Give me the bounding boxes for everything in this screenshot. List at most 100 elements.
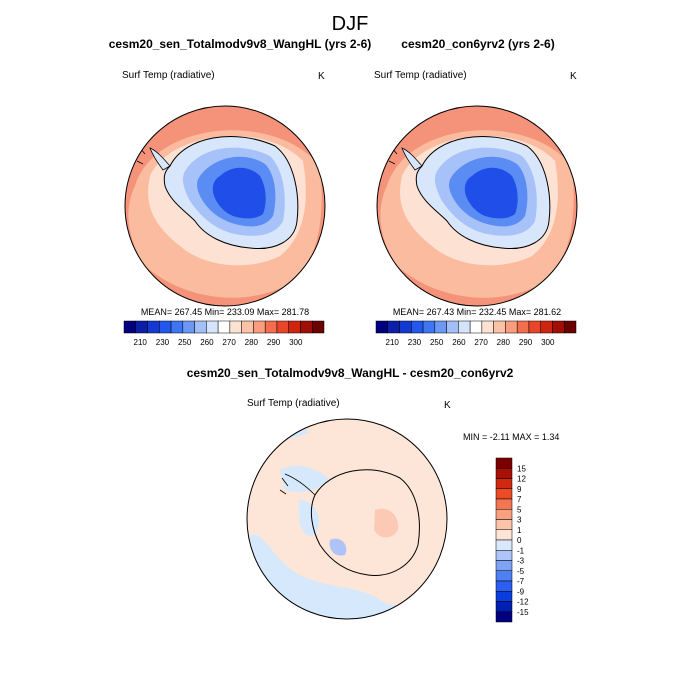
panel-diff-colorbar-tick-label: -12 [517,598,529,607]
panel-diff-colorbar-swatch [495,457,513,469]
panel-left-colorbar-swatch [123,320,137,334]
panel-right-colorbar-tick-label: 260 [452,338,466,347]
panel-diff-colorbar-swatch [495,550,513,561]
panel-diff-title: cesm20_sen_Totalmodv9v8_WangHL - cesm20_… [187,366,514,380]
panel-right-colorbar-tick-label: 210 [386,338,400,347]
panel-left-colorbar-swatch [276,320,289,334]
panel-right-colorbar-swatch [481,320,494,334]
panel-diff-colorbar-tick-label: -3 [517,557,525,566]
panel-diff-colorbar-swatch [495,591,513,602]
panel-left-colorbar-tick-label: 270 [222,338,236,347]
panel-left-colorbar-swatch [311,320,325,334]
panel-left-colorbar-tick-label: 300 [289,338,303,347]
panel-diff-colorbar-tick-label: 7 [517,495,522,504]
panel-diff-colorbar-tick-label: 5 [517,505,522,514]
panel-left-colorbar-swatch [217,320,231,334]
panel-diff-colorbar-swatch [495,529,513,541]
panel-left-colorbar-swatch [194,320,207,334]
panel-right-colorbar-swatch [540,320,553,334]
panel-diff-colorbar-swatch [495,560,513,571]
panel-left-map-border [124,105,326,307]
panel-right-colorbar-tick-label: 290 [519,338,533,347]
panel-diff-colorbar-swatch [495,498,513,510]
panel-diff-colorbar-tick-label: 3 [517,516,522,525]
panel-right-colorbar: 210 230 250 260 270 280 290 300 [375,320,577,347]
panel-right-map [377,106,577,306]
panel-left-colorbar-swatch [300,320,313,334]
panel-right-colorbar-swatch [458,320,471,334]
panel-right-colorbar-swatch [399,320,412,334]
panel-left-colorbar-tick-label: 230 [156,338,170,347]
panel-left-colorbar-swatch [182,320,195,334]
panel-left-colorbar-swatch [241,320,254,334]
panel-right-colorbar-swatch [552,320,565,334]
panel-diff-colorbar-swatch [495,570,513,582]
panel-right-colorbar-swatch [387,320,400,334]
panel-right-colorbar-swatch [528,320,541,334]
panel-diff-colorbar-tick-label: 0 [517,536,522,545]
panel-diff-map-border [246,418,448,620]
panel-diff-colorbar-tick-label: 9 [517,485,522,494]
panel-left-map [125,106,325,306]
panel-left-colorbar-swatch [253,320,266,334]
panel-left-colorbar-tick-label: 260 [200,338,214,347]
panel-left-colorbar-tick-label: 210 [134,338,148,347]
panel-left-colorbar: 210 230 250 260 270 280 290 300 [123,320,325,347]
panel-left-colorbar-swatch [147,320,160,334]
panel-left-colorbar-swatch [288,320,301,334]
panel-diff: cesm20_sen_Totalmodv9v8_WangHL - cesm20_… [187,366,559,623]
panel-left-colorbar-tick-label: 290 [267,338,281,347]
panel-left-colorbar-tick-label: 250 [178,338,192,347]
panel-right-colorbar-swatch [434,320,447,334]
panel-left-colorbar-swatch [159,320,172,334]
panel-right-colorbar-swatch [563,320,577,334]
panel-right-units: K [570,71,577,82]
panel-left-colorbar-tick-label: 280 [245,338,259,347]
panel-diff-colorbar-tick-label: 12 [517,475,526,484]
panel-diff-colorbar-tick-label: 1 [517,526,522,535]
panel-diff-colorbar-swatch [495,580,513,592]
panel-right-colorbar-swatch [446,320,459,334]
panel-right-colorbar-swatch [375,320,389,334]
panel-diff-colorbar-tick-label: -15 [517,608,529,617]
panel-right-variable: Surf Temp (radiative) [374,70,467,81]
panel-diff-colorbar-swatch [495,519,513,530]
panel-right-colorbar-swatch [469,320,483,334]
panel-diff-colorbar-tick-label: -1 [517,546,525,555]
panel-right-title: cesm20_con6yrv2 (yrs 2-6) [401,37,554,51]
panel-diff-colorbar-swatch [495,611,513,623]
panel-diff-colorbar-swatch [495,539,513,551]
panel-diff-variable: Surf Temp (radiative) [247,398,340,409]
panel-diff-units: K [444,400,451,411]
panel-diff-map [247,419,447,619]
panel-diff-colorbar-tick-label: -7 [517,577,525,586]
panel-right-colorbar-swatch [411,320,424,334]
panel-right-colorbar-swatch [516,320,530,334]
panel-right-colorbar-tick-label: 230 [408,338,422,347]
panel-right-colorbar-swatch [505,320,518,334]
panel-right-colorbar-swatch [422,320,436,334]
panel-left-colorbar-swatch [264,320,278,334]
panel-diff-colorbar-swatch [495,601,513,612]
panel-diff-colorbar-swatch [495,509,513,520]
panel-diff-colorbar-swatch [495,468,513,479]
panel-left-units: K [318,71,325,82]
panel-right-stats: MEAN= 267.43 Min= 232.45 Max= 281.62 [393,307,561,317]
panel-right-colorbar-tick-label: 250 [430,338,444,347]
panel-diff-colorbar-tick-label: -5 [517,567,525,576]
panel-left-colorbar-swatch [206,320,219,334]
panel-diff-colorbar-tick-label: 15 [517,464,526,473]
panel-right-colorbar-tick-label: 280 [497,338,511,347]
panel-diff-colorbar-swatch [495,488,513,500]
panel-right: cesm20_con6yrv2 (yrs 2-6) Surf Temp (rad… [374,37,578,347]
panel-left-colorbar-swatch [135,320,148,334]
panel-left-title: cesm20_sen_Totalmodv9v8_WangHL (yrs 2-6) [109,37,372,51]
panel-right-colorbar-tick-label: 270 [474,338,488,347]
panel-left: cesm20_sen_Totalmodv9v8_WangHL (yrs 2-6)… [109,37,372,347]
page-title: DJF [332,13,369,35]
panel-left-colorbar-swatch [170,320,184,334]
panel-diff-colorbar-tick-label: -9 [517,587,525,596]
panel-right-map-border [376,105,578,307]
